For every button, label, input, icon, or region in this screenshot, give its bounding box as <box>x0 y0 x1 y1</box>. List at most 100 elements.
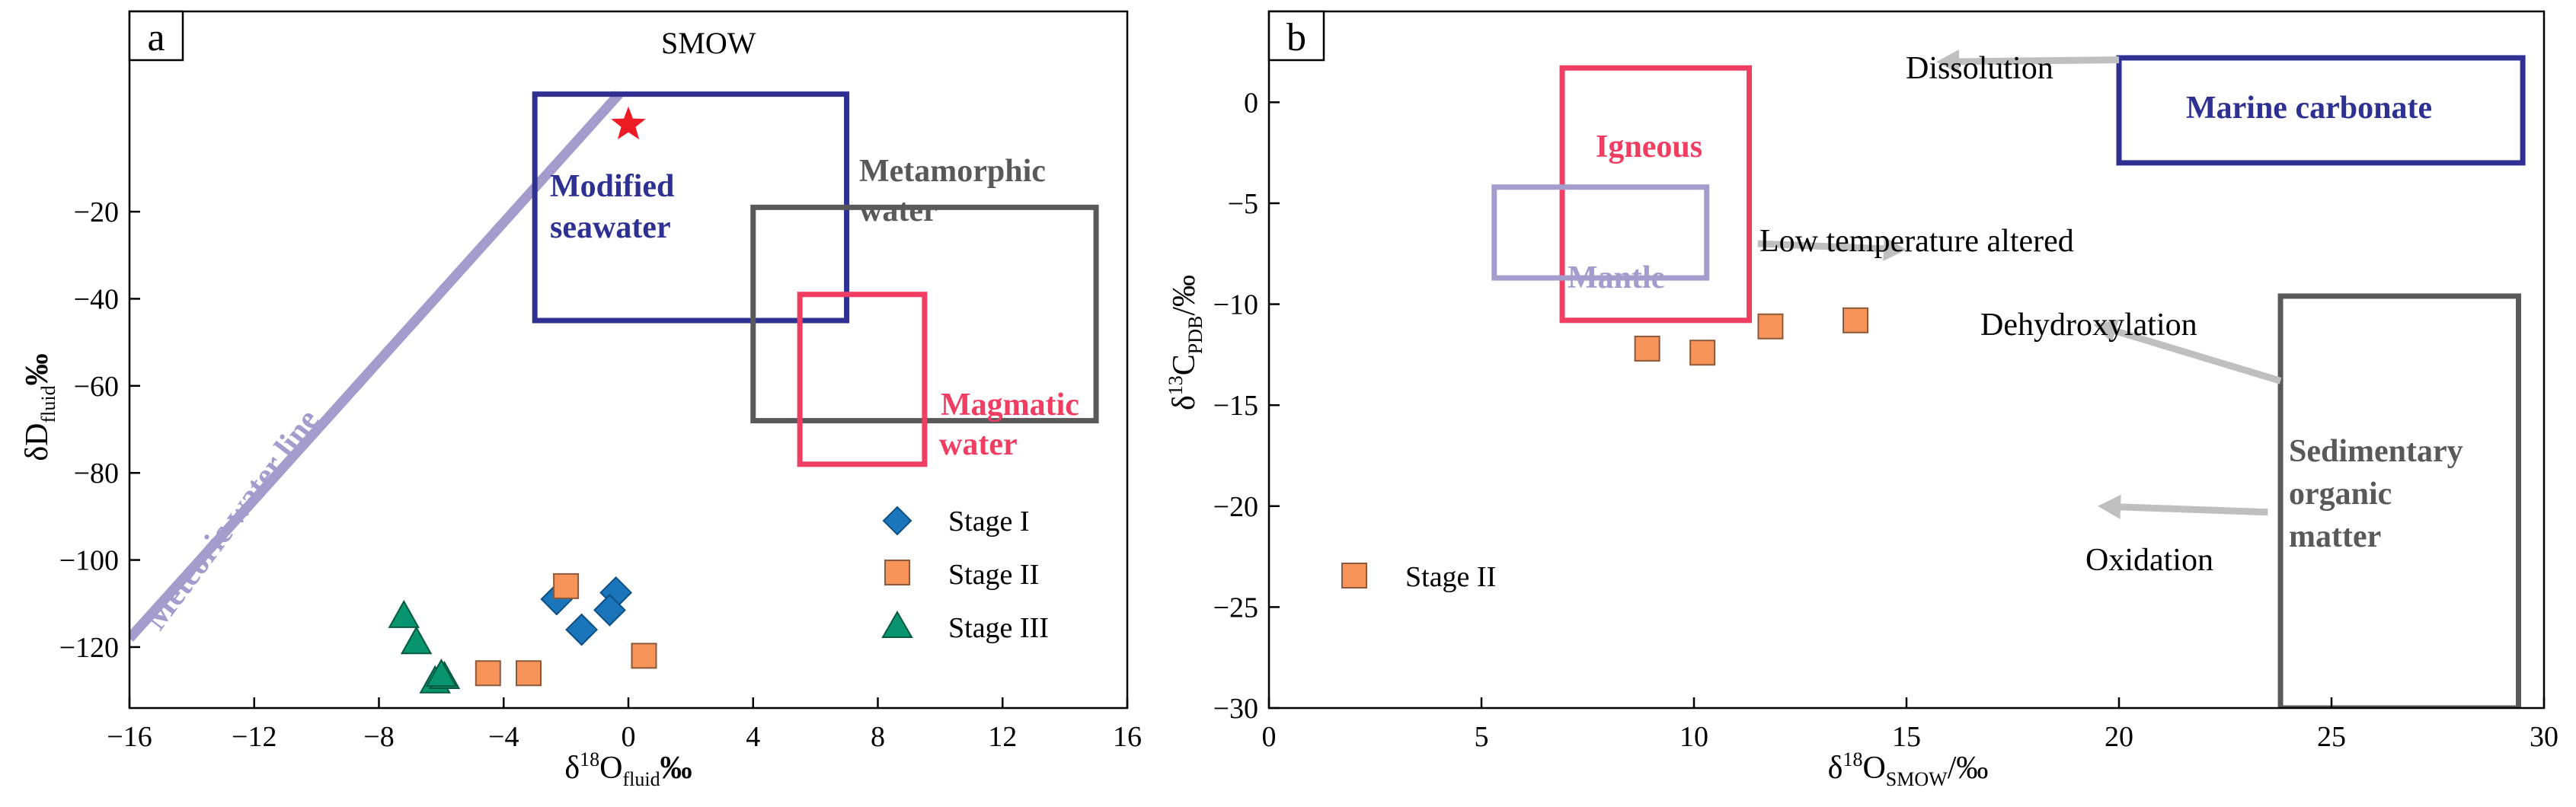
magmatic-water-label-line1: Magmatic <box>941 388 1079 423</box>
panel-b-y-tick-label: 0 <box>1244 87 1258 119</box>
panel-a-legend: Stage I Stage II Stage III <box>881 506 1049 644</box>
panel-a-x-label-main: δ <box>564 751 580 786</box>
mantle-field <box>1491 184 1710 281</box>
panel-b-y-label-sub: PDB <box>1184 316 1207 355</box>
oxidation-arrow-shaft <box>2120 503 2268 516</box>
low-temp-arrow-shaft <box>1757 240 1884 253</box>
panel-a-points <box>388 106 657 694</box>
panel-a-x-tick-label: 16 <box>1113 721 1142 753</box>
panel-b-points <box>1634 307 1869 366</box>
meteoric-line-label: Meteoric water line <box>138 404 326 636</box>
panel-a-stage-ii-point <box>516 660 542 687</box>
panel-b-y-label-mid: C <box>1167 354 1202 375</box>
panel-a-letter: a <box>147 16 165 59</box>
panel-b-x-tick-label: 15 <box>1892 721 1921 753</box>
panel-b: 0 5 10 15 20 25 30 −30 −25 −20 −15 −10 −5 0 b Marine… <box>1165 10 2558 790</box>
panel-a-fields <box>129 91 1099 642</box>
panel-a-x-axis-label: δ18Ofluid‰ <box>564 748 692 790</box>
panel-b-y-axis-label: δ13CPDB/‰ <box>1165 275 1207 410</box>
metamorphic-water-label-line1: Metamorphic <box>859 154 1046 189</box>
dehydroxylation-label: Dehydroxylation <box>1980 308 2197 343</box>
smow-star-icon <box>611 106 646 140</box>
dehydroxylation-arrow-shaft <box>2114 327 2282 384</box>
panel-b-legend-stage-2-label: Stage II <box>1405 561 1496 593</box>
panel-a-stage-iii-point <box>400 626 433 655</box>
panel-a-x-tick-label: −16 <box>107 721 152 753</box>
magmatic-water-field <box>797 292 928 467</box>
panel-b-x-tick-label: 0 <box>1262 721 1277 753</box>
panel-b-y-tick-label: −25 <box>1213 592 1258 624</box>
legend-stage-1-label: Stage I <box>948 506 1030 537</box>
panel-b-y-tick-label: −10 <box>1213 289 1258 321</box>
panel-a-y-tick-label: −80 <box>74 458 119 490</box>
panel-a-stage-iii-point <box>388 599 420 628</box>
marine-carbonate-field <box>2116 55 2526 166</box>
panel-a-x-ticks: −16 −12 −8 −4 0 4 8 12 16 <box>107 697 1142 753</box>
panel-b-y-ticks: −30 −25 −20 −15 −10 −5 0 <box>1213 87 1280 725</box>
panel-b-x-tick-label: 25 <box>2317 721 2346 753</box>
panel-b-x-tick-label: 30 <box>2530 721 2558 753</box>
panel-b-x-label-main: δ <box>1828 751 1843 786</box>
panel-a-x-label-unit: ‰ <box>660 751 692 786</box>
panel-b-y-tick-label: −20 <box>1213 491 1258 523</box>
panel-a-stage-iii-point <box>425 659 458 687</box>
panel-b-y-tick-label: −15 <box>1213 390 1258 422</box>
panel-b-y-label-main: δ <box>1167 395 1202 410</box>
panel-b-x-tick-label: 5 <box>1475 721 1489 753</box>
legend-stage-2-marker <box>884 560 910 585</box>
metamorphic-water-label-line2: water <box>859 193 938 228</box>
panel-a-x-tick-label: 12 <box>988 721 1017 753</box>
igneous-field <box>1559 65 1753 324</box>
panel-a-y-label-sub: fluid <box>37 385 59 423</box>
dissolution-arrow-head <box>1936 49 1960 74</box>
panel-b-x-axis-label: δ18OSMOW/‰ <box>1828 748 1989 790</box>
panel-b-x-ticks: 0 5 10 15 20 25 30 <box>1262 697 2558 753</box>
low-temperature-altered-label: Low temperature altered <box>1759 224 2074 259</box>
panel-b-x-tick-label: 10 <box>1680 721 1708 753</box>
panel-a-y-tick-label: −100 <box>59 545 119 577</box>
panel-a-y-ticks: −120 −100 −80 −60 −40 −20 <box>59 196 140 664</box>
panel-a-x-tick-label: −8 <box>363 721 394 753</box>
dissolution-label: Dissolution <box>1906 51 2053 86</box>
panel-a-stage-i-point <box>593 593 626 627</box>
panel-a-y-label-unit: ‰ <box>20 353 55 385</box>
igneous-label: Igneous <box>1596 129 1702 164</box>
panel-b-x-label-unit: /‰ <box>1948 751 1989 786</box>
legend-stage-3-label: Stage III <box>948 612 1049 644</box>
dissolution-arrow-shaft <box>1959 56 2120 65</box>
panel-a-y-tick-label: −20 <box>74 196 119 228</box>
metamorphic-water-label: Metamorphic water <box>859 154 1053 228</box>
panel-a-x-label-mid: O <box>599 751 622 786</box>
legend-stage-3-marker <box>881 610 913 638</box>
modified-seawater-label-line2: seawater <box>550 210 671 245</box>
panel-b-x-label-mid: O <box>1862 751 1885 786</box>
dehydroxylation-arrow-head <box>2093 319 2119 343</box>
panel-a-x-label-sub: fluid <box>623 768 660 790</box>
panel-b-legend-stage-2-marker <box>1341 563 1367 589</box>
panel-b-letter-box <box>1267 10 1325 62</box>
panel-a-y-axis-label: δDfluid‰ <box>20 353 59 461</box>
smow-label: SMOW <box>661 26 756 60</box>
sedimentary-organic-matter-label: Sedimentary organic matter <box>2289 434 2471 554</box>
panel-a: −16 −12 −8 −4 0 4 8 12 16 −120−100−80−60−40−20 a… <box>20 10 1142 790</box>
panel-b-stage-ii-point <box>1757 313 1784 340</box>
panel-a-stage-ii-point <box>631 643 657 669</box>
panel-a-x-tick-label: −4 <box>488 721 519 753</box>
panel-a-y-tick-label: −120 <box>59 632 119 664</box>
magmatic-water-label: Magmatic water <box>939 388 1087 462</box>
modified-seawater-label: Modified seawater <box>550 169 682 245</box>
panel-b-y-tick-label: −5 <box>1228 188 1258 220</box>
panel-b-stage-ii-point <box>1634 335 1660 362</box>
panel-a-x-tick-label: 4 <box>746 721 760 753</box>
panel-a-x-label-sup: 18 <box>580 748 599 770</box>
modified-seawater-label-line1: Modified <box>550 169 674 204</box>
panel-b-arrows <box>1757 49 2282 519</box>
panel-b-stage-ii-point <box>1689 340 1716 366</box>
sedimentary-label-line1: Sedimentary <box>2289 434 2463 469</box>
panel-b-x-tick-label: 20 <box>2105 721 2133 753</box>
panel-a-stage-ii-point <box>553 573 580 599</box>
panel-b-y-label-unit: /‰ <box>1167 275 1202 316</box>
panel-b-y-label-sup: 13 <box>1165 375 1187 395</box>
panel-a-x-tick-label: −12 <box>232 721 276 753</box>
